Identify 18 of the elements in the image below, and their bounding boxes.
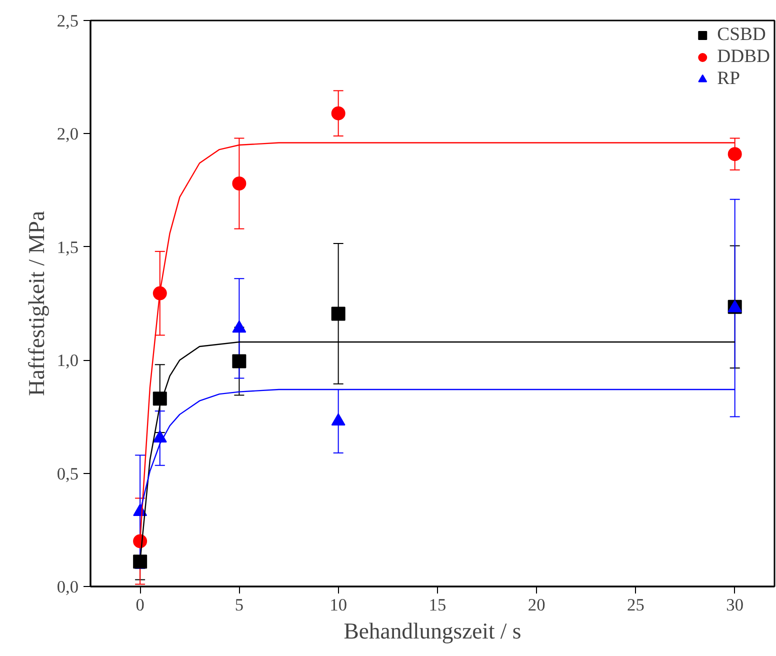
x-tick-label: 30 [726,596,744,614]
legend-label: DDBD [717,46,770,68]
legend-label: CSBD [717,24,766,46]
y-tick-label: 1,5 [56,238,79,257]
x-tick-label: 0 [136,596,144,614]
y-tick-label: 2,0 [56,124,79,144]
y-tick-label: 1,0 [56,351,79,370]
x-tick-label: 25 [627,596,644,614]
y-tick-label: 0,5 [56,464,79,484]
y-tick-label: 2,5 [56,12,79,30]
x-tick-label: 10 [330,596,347,614]
x-axis-title: Behandlungszeit / s [344,618,522,644]
x-tick-label: 15 [428,596,446,614]
y-tick-label: 0,0 [56,578,79,596]
legend-label: RP [717,68,740,90]
x-tick-label: 5 [234,596,244,614]
x-tick-label: 20 [528,596,546,614]
y-axis-title: Haftfestigkeit / MPa [24,210,49,396]
